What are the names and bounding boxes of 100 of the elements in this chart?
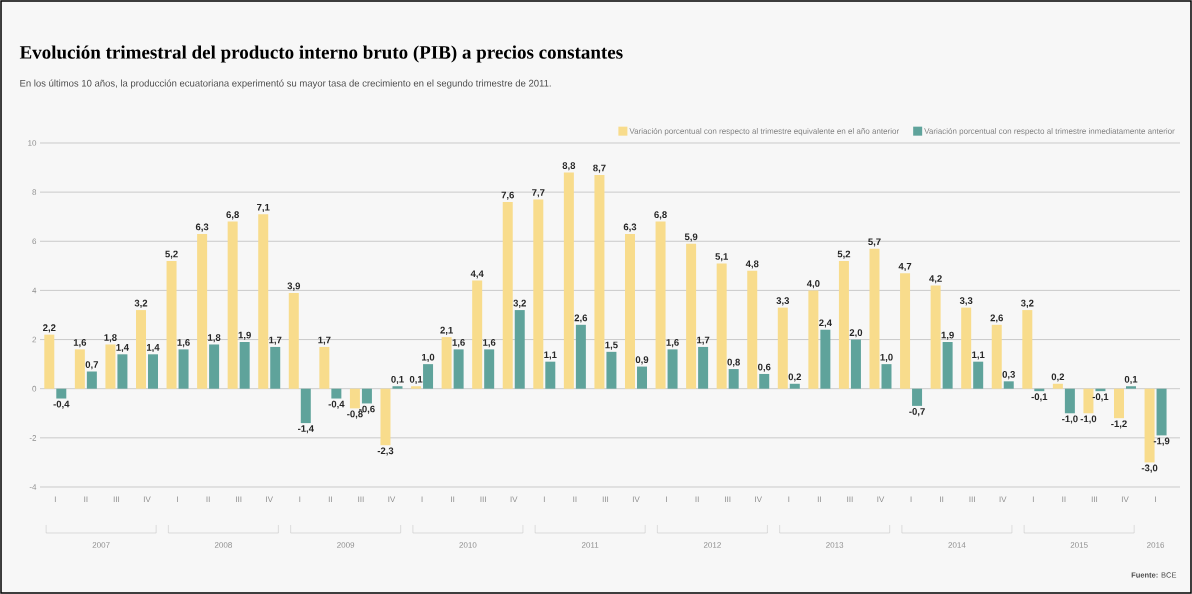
x-tick-label: IV (510, 496, 518, 503)
text: 2015 (1070, 542, 1088, 548)
bar (942, 342, 953, 389)
x-tick-label: III (847, 496, 853, 503)
text: 2016 (1147, 542, 1165, 548)
bar (961, 307, 972, 389)
data-label: 1,4 (116, 344, 129, 353)
data-label: 4,8 (745, 260, 759, 269)
bar (74, 349, 85, 389)
data-label: 1,6 (483, 339, 496, 348)
bar (166, 260, 177, 389)
y-tick-label: 4 (32, 287, 37, 294)
bar (850, 339, 861, 389)
data-label: 1,7 (269, 336, 282, 345)
bar (728, 369, 739, 389)
data-label: 4,7 (898, 263, 912, 272)
x-tick-label: II (573, 496, 577, 503)
data-label: 4,0 (806, 280, 820, 289)
x-tick-label: II (328, 496, 332, 503)
data-label: 0,1 (409, 375, 423, 385)
data-label: 1,6 (177, 339, 190, 348)
bar (453, 349, 464, 389)
x-tick-label: III (358, 496, 364, 503)
data-label: 1,7 (697, 336, 710, 345)
data-label: 1,9 (941, 331, 954, 340)
data-label: 2,2 (43, 324, 56, 333)
data-label: 6,3 (195, 223, 209, 232)
bar (1083, 388, 1094, 414)
data-label: 1,1 (972, 351, 985, 360)
text: 2010 (459, 542, 477, 548)
data-label: -0,1 (1092, 393, 1109, 402)
x-tick-label: I (1155, 496, 1156, 503)
data-label: 1,0 (880, 353, 893, 362)
data-label: 2,6 (574, 314, 588, 323)
x-tick-label: IV (266, 496, 273, 503)
y-tick-label: -4 (29, 484, 37, 490)
bar (147, 354, 158, 389)
data-label: 5,2 (165, 250, 178, 259)
data-label: -0,4 (328, 400, 345, 409)
data-label: 2,1 (440, 326, 453, 335)
bar (624, 233, 635, 389)
x-tick-label: II (817, 496, 821, 503)
x-tick-label: IV (877, 496, 885, 503)
data-label: -1,2 (1111, 420, 1127, 429)
text: 2013 (826, 542, 844, 548)
bar (484, 349, 495, 389)
bar (789, 383, 800, 389)
data-label: -1,4 (297, 425, 314, 434)
bar (973, 361, 984, 389)
data-label: 1,4 (146, 344, 160, 353)
y-tick-label: 8 (32, 189, 37, 195)
bar (197, 233, 208, 389)
data-label: 5,2 (837, 250, 851, 259)
bar (820, 329, 831, 389)
data-label: -3,0 (1141, 464, 1158, 473)
data-label: 8,7 (593, 164, 606, 173)
bar (533, 199, 544, 389)
bar (563, 172, 574, 389)
bar (606, 351, 617, 389)
bar (258, 214, 269, 389)
data-label: -1,0 (1080, 415, 1097, 424)
text: 2009 (337, 542, 355, 548)
bar (135, 310, 146, 389)
data-label: 7,7 (532, 189, 545, 198)
bar (716, 263, 727, 389)
bar (698, 346, 709, 389)
data-label: 7,1 (257, 204, 270, 213)
bar (331, 388, 342, 399)
bar (777, 307, 788, 389)
bar (56, 388, 67, 399)
x-tick-label: II (695, 496, 699, 503)
data-label: 1,6 (452, 339, 465, 348)
bar (472, 280, 483, 389)
bar (1003, 381, 1014, 389)
data-label: 1,8 (208, 334, 221, 343)
x-tick-label: III (1091, 496, 1098, 503)
bar (502, 201, 513, 389)
text: 2011 (581, 542, 599, 548)
data-label: 1,1 (544, 351, 557, 360)
data-label: 0,6 (758, 363, 771, 372)
bar (361, 388, 372, 404)
x-tick-label: I (543, 496, 545, 503)
x-tick-label: IV (755, 496, 762, 503)
data-label: -1,0 (1062, 415, 1078, 424)
bar (514, 310, 525, 389)
data-label: 0,8 (727, 358, 740, 367)
data-label: 6,3 (623, 223, 637, 232)
legend-label: Variación porcentual con respecto al trimestre equivalente en el año anterior (629, 127, 899, 136)
bar (1052, 383, 1063, 389)
data-label: 0,1 (1124, 375, 1138, 385)
bar (575, 324, 586, 389)
bar (991, 324, 1002, 389)
bar (1144, 388, 1155, 463)
bar (1022, 310, 1033, 389)
x-tick-label: III (602, 496, 609, 503)
bar (1126, 386, 1136, 389)
data-label: 1,0 (422, 353, 435, 362)
x-tick-label: III (480, 496, 486, 503)
x-tick-label: I (54, 496, 56, 503)
bar (288, 292, 299, 389)
